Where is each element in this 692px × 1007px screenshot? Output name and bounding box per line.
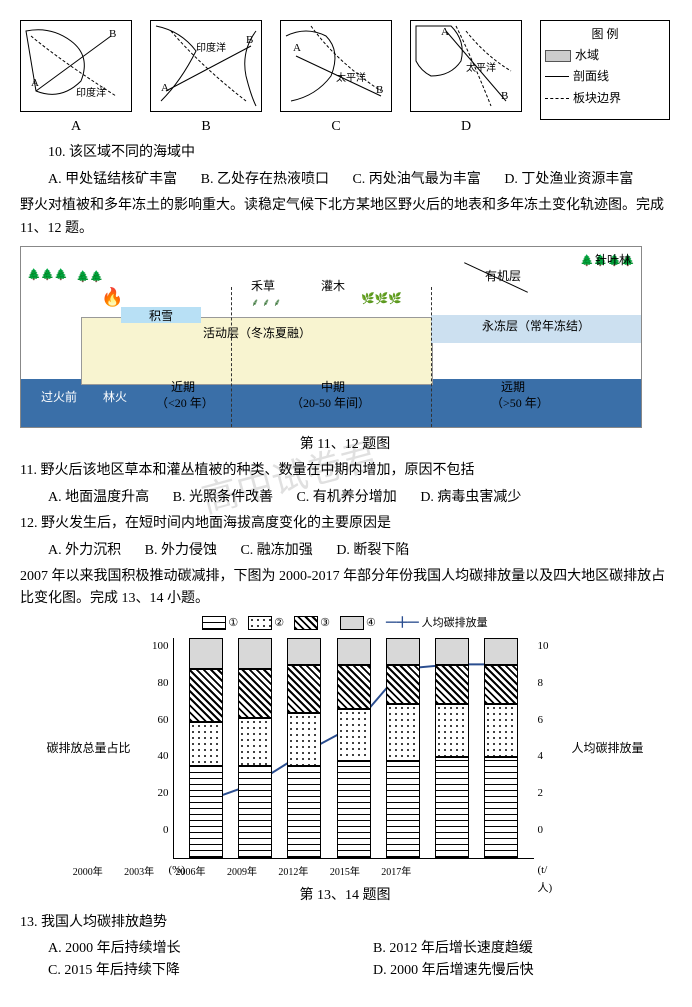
svg-text:B: B — [109, 28, 116, 40]
map-a: A B 印度洋 — [20, 20, 132, 112]
bar — [484, 638, 518, 858]
bar — [435, 638, 469, 858]
y-right-axis: 10 8 6 4 2 0 (t/人) — [538, 638, 568, 858]
q13-stem: 13. 我国人均碳排放趋势 — [20, 912, 670, 934]
y-left-axis: 100 80 60 40 20 0 (%) — [135, 638, 169, 858]
svg-text:印度洋: 印度洋 — [196, 41, 226, 54]
svg-text:印度洋: 印度洋 — [76, 86, 106, 99]
snow-label: 积雪 — [121, 307, 201, 323]
svg-text:太平洋: 太平洋 — [466, 61, 496, 74]
map-label-b: B — [150, 116, 262, 138]
intro-11-12: 野火对植被和多年冻土的影响重大。读稳定气候下北方某地区野火后的地表和多年冻土变化… — [20, 195, 670, 240]
intro-13-14: 2007 年以来我国积极推动碳减排，下图为 2000-2017 年部分年份我国人… — [20, 566, 670, 611]
tree-icon: 🌲🌲 — [76, 269, 103, 287]
grass-icon: ⸙ ⸙ ⸙ — [251, 295, 281, 313]
svg-text:B: B — [376, 84, 383, 96]
q10-stem: 10. 该区域不同的海域中 — [20, 142, 670, 164]
chart13-caption: 第 13、14 题图 — [20, 885, 670, 907]
bar — [386, 638, 420, 858]
x-axis-labels: 2000年2003年2006年2009年2012年2015年2017年 — [62, 865, 422, 881]
shrub-icon: 🌿🌿🌿 — [361, 291, 402, 309]
legend-title: 图 例 — [545, 25, 665, 44]
fire-icon: 🔥 — [101, 283, 123, 312]
tree-icon: 🌲🌲🌲 — [27, 267, 68, 285]
q10-opts: A. 甲处锰结核矿丰富 B. 乙处存在热液喷口 C. 丙处油气最为丰富 D. 丁… — [20, 169, 670, 191]
map-b: A B 印度洋 — [150, 20, 262, 112]
map-d: A B 太平洋 — [410, 20, 522, 112]
svg-text:太平洋: 太平洋 — [336, 71, 366, 84]
bar — [189, 638, 223, 858]
svg-text:B: B — [246, 34, 253, 46]
q12-opts: A. 外力沉积 B. 外力侵蚀 C. 融冻加强 D. 断裂下陷 — [20, 540, 670, 562]
q13-opts: A. 2000 年后持续增长 B. 2012 年后增长速度趋缓 C. 2015 … — [20, 938, 670, 983]
q12-stem: 12. 野火发生后，在短时间内地面海拔高度变化的主要原因是 — [20, 513, 670, 535]
svg-text:A: A — [441, 26, 449, 38]
map-label-c: C — [280, 116, 392, 138]
carbon-chart: 碳排放总量占比 100 80 60 40 20 0 (%) 10 8 6 4 2… — [20, 638, 670, 859]
chart-legend: ① ② ③ ④ ━╋━ 人均碳排放量 — [20, 615, 670, 633]
perma-layer: 永冻层（常年冻结） — [431, 315, 641, 343]
active-layer: 活动层（冬冻夏融） — [81, 317, 433, 385]
map-label-d: D — [410, 116, 522, 138]
svg-text:B: B — [501, 90, 508, 102]
bar — [337, 638, 371, 858]
map-label-a: A — [20, 116, 132, 138]
maps-row: A B 印度洋 A A B 印度洋 B A — [20, 20, 670, 138]
bar — [238, 638, 272, 858]
bar — [287, 638, 321, 858]
map-legend: 图 例 水域 剖面线 板块边界 — [540, 20, 670, 120]
map-c: A B 太平洋 — [280, 20, 392, 112]
svg-text:A: A — [293, 42, 301, 54]
svg-text:A: A — [31, 77, 39, 89]
svg-text:A: A — [161, 82, 169, 94]
permafrost-diagram: 活动层（冬冻夏融） 永冻层（常年冻结） 积雪 过火前 林火 🔥 🌲🌲🌲 🌲🌲 🌲… — [20, 246, 642, 428]
